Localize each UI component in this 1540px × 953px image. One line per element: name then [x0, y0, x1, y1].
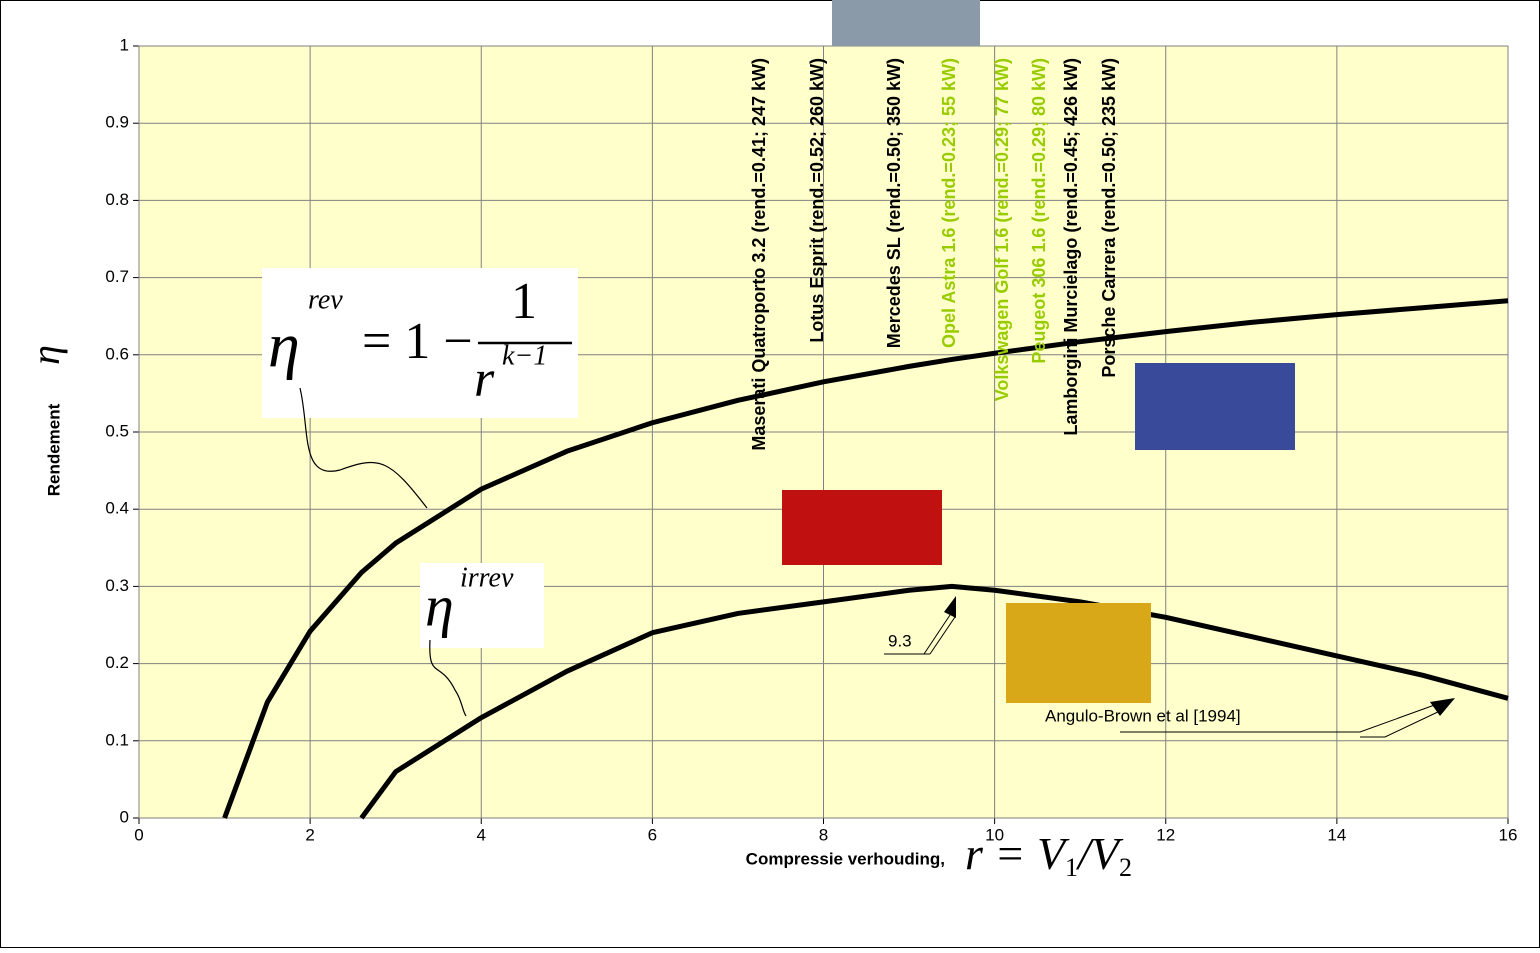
car-photo: [1135, 363, 1295, 450]
y-tick-label: 0.3: [105, 576, 129, 595]
car-label: Peugeot 306 1.6 (rend.=0.29; 80 kW): [1029, 58, 1049, 364]
formula-part: r = V: [965, 828, 1070, 879]
formula-sup: irrev: [460, 562, 514, 593]
formula-eq: = 1 −: [362, 313, 473, 370]
x-tick-label: 2: [305, 825, 314, 844]
car-label: Porsche Carrera (rend.=0.50; 235 kW): [1099, 58, 1119, 378]
y-tick-label: 0.8: [105, 190, 129, 209]
x-tick-label: 0: [134, 825, 143, 844]
car-label: Maserati Quatroporto 3.2 (rend.=0.41; 24…: [749, 58, 769, 451]
y-tick-label: 0.1: [105, 730, 129, 749]
car-photo: [782, 490, 942, 565]
y-tick-label: 0.2: [105, 653, 129, 672]
car-photo: [832, 0, 980, 46]
y-tick-label: 0.7: [105, 267, 129, 286]
y-tick-label: 0.6: [105, 344, 129, 363]
formula-part: /V: [1075, 828, 1124, 879]
car-photo: [1006, 603, 1151, 703]
formula-num: 1: [511, 273, 537, 330]
y-axis-symbol: η: [23, 345, 68, 365]
chart: 00.10.20.30.40.50.60.70.80.9102468101214…: [0, 0, 1540, 948]
x-tick-label: 16: [1499, 825, 1518, 844]
x-axis-formula: r = V1/V2: [965, 828, 1132, 882]
formula-exp: k−1: [502, 340, 547, 371]
car-label: Lamborgini Murcielago (rend.=0.45; 426 k…: [1061, 58, 1081, 436]
annotation: 9.3: [888, 631, 912, 650]
x-axis-label: Compressie verhouding,: [746, 849, 945, 868]
annotation: Angulo-Brown et al [1994]: [1045, 706, 1241, 725]
car-label: Lotus Esprit (rend.=0.52; 260 kW): [807, 58, 827, 343]
x-tick-label: 6: [648, 825, 657, 844]
x-tick-label: 8: [819, 825, 828, 844]
y-axis-label: Rendement: [44, 403, 63, 496]
x-tick-label: 4: [477, 825, 486, 844]
formula-sup: rev: [308, 284, 343, 315]
formula-eta: η: [268, 310, 300, 381]
y-tick-label: 0.9: [105, 113, 129, 132]
formula-part: 2: [1119, 853, 1132, 882]
y-tick-label: 0.4: [105, 499, 129, 518]
y-tick-label: 0: [120, 807, 129, 826]
y-tick-label: 0.5: [105, 421, 129, 440]
formula-part: 1: [1065, 853, 1078, 882]
formula-base: r: [474, 351, 495, 408]
car-label: Opel Astra 1.6 (rend.=0.23; 55 kW): [939, 58, 959, 348]
car-label: Volkswagen Golf 1.6 (rend.=0.29; 77 kW): [992, 58, 1012, 401]
x-tick-label: 14: [1327, 825, 1346, 844]
car-label: Mercedes SL (rend.=0.50; 350 kW): [884, 58, 904, 348]
y-tick-label: 1: [120, 35, 129, 54]
x-tick-label: 12: [1156, 825, 1175, 844]
formula-eta: η: [425, 573, 454, 638]
